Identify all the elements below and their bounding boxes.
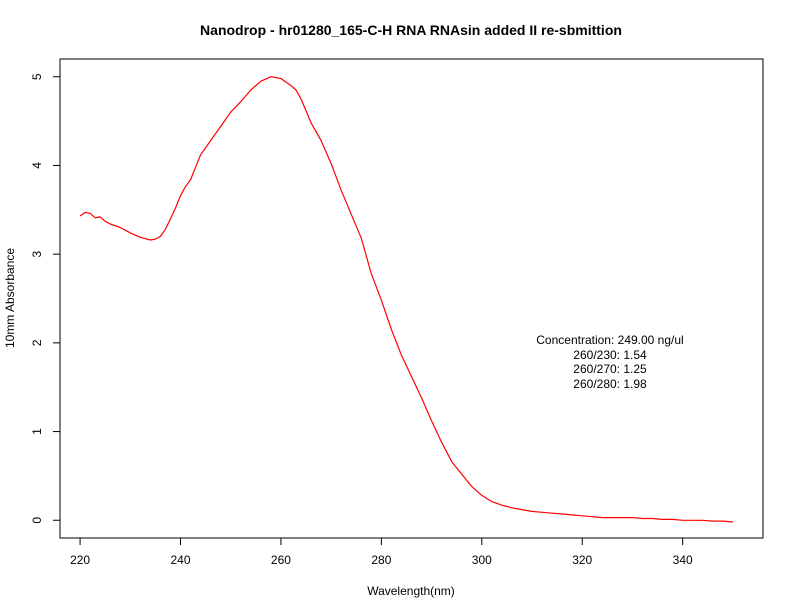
y-tick-label: 0 — [30, 517, 44, 524]
x-tick-label: 220 — [70, 553, 90, 567]
annotation-concentration: Concentration: 249.00 ng/ul — [536, 333, 683, 347]
absorbance-series-line — [79, 76, 733, 523]
series-layer — [79, 76, 733, 523]
y-tick-label: 5 — [30, 73, 44, 80]
x-axis-label: Wavelength(nm) — [367, 584, 455, 598]
annotation-ratio-260-280: 260/280: 1.98 — [573, 377, 647, 391]
x-tick-label: 240 — [170, 553, 190, 567]
x-tick-label: 300 — [472, 553, 492, 567]
x-axis: 220 240 260 280 300 320 340 — [70, 537, 693, 567]
annotation-ratio-260-230: 260/230: 1.54 — [573, 348, 647, 362]
x-tick-label: 340 — [673, 553, 693, 567]
x-tick-label: 260 — [271, 553, 291, 567]
x-tick-label: 280 — [371, 553, 391, 567]
chart-title: Nanodrop - hr01280_165-C-H RNA RNAsin ad… — [200, 22, 622, 38]
y-axis: 0 1 2 3 4 5 — [30, 73, 61, 524]
y-tick-label: 2 — [30, 339, 44, 346]
annotation-block: Concentration: 249.00 ng/ul 260/230: 1.5… — [536, 333, 683, 391]
y-tick-label: 4 — [30, 162, 44, 169]
x-tick-label: 320 — [572, 553, 592, 567]
annotation-ratio-260-270: 260/270: 1.25 — [573, 362, 647, 376]
y-tick-label: 3 — [30, 250, 44, 257]
y-axis-label: 10mm Absorbance — [3, 248, 17, 348]
y-tick-label: 1 — [30, 428, 44, 435]
